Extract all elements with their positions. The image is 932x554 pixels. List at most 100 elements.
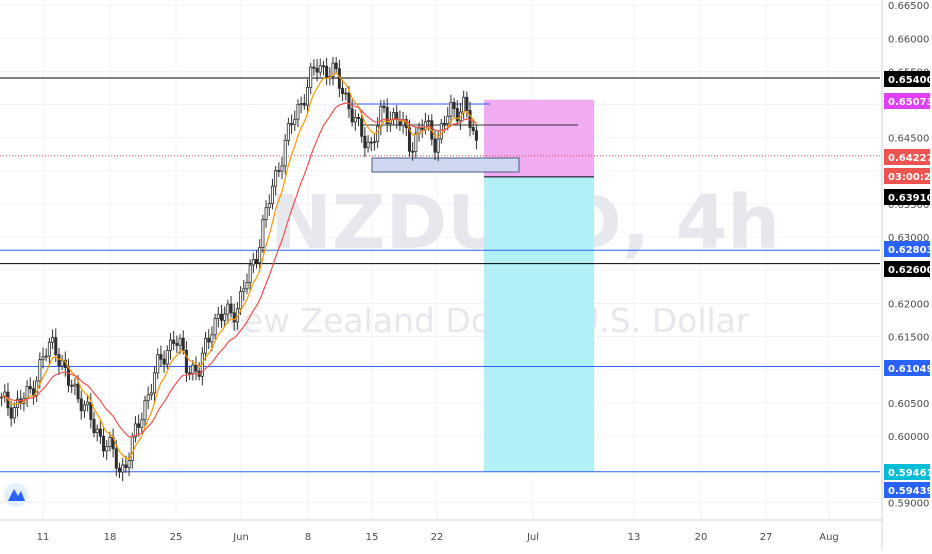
candle-body	[242, 288, 246, 293]
candle-body	[70, 384, 74, 387]
x-tick-label: 25	[170, 532, 183, 543]
candle-body	[175, 343, 179, 346]
candle-body	[407, 127, 412, 152]
candle-body	[379, 105, 383, 127]
candle-body	[172, 339, 176, 344]
candle-body	[363, 135, 367, 149]
candles[interactable]	[0, 56, 478, 482]
candle-body	[465, 96, 469, 111]
candle-body	[117, 467, 122, 473]
candle-body	[204, 337, 208, 354]
candle-body	[443, 122, 447, 125]
y-tick-label: 0.60000	[888, 432, 929, 443]
candle-body	[423, 121, 427, 130]
candle-body	[270, 185, 274, 205]
candle-body	[290, 123, 294, 126]
candle-body	[188, 372, 192, 375]
y-tick-label: 0.64500	[888, 134, 929, 145]
candle-body	[312, 66, 316, 69]
candle-body	[414, 133, 418, 152]
candle-body	[133, 423, 137, 438]
candle-body	[102, 435, 106, 452]
candle-body	[369, 141, 373, 144]
price-tag	[884, 71, 930, 87]
candle-body	[73, 383, 77, 387]
price-tag-label: 03:00:22	[888, 172, 932, 183]
candle-body	[82, 404, 86, 412]
position-zones[interactable]	[484, 99, 594, 472]
y-tick-label: 0.66500	[888, 1, 929, 12]
candle-body	[57, 354, 61, 367]
candle-body	[255, 259, 259, 264]
candle-body	[474, 130, 478, 141]
candle-body	[376, 125, 380, 143]
ema-slow-line	[1, 102, 477, 438]
candle-body	[159, 354, 163, 360]
candle-body	[258, 247, 262, 264]
candle-body	[47, 341, 51, 357]
candle-body	[302, 103, 306, 106]
y-tick-label: 0.59000	[888, 498, 929, 509]
range-box	[371, 157, 520, 173]
candle-body	[184, 349, 188, 374]
candle-body	[318, 65, 322, 73]
candle-body	[299, 103, 303, 106]
price-tag	[884, 189, 930, 205]
candle-body	[283, 140, 287, 167]
candle-body	[293, 118, 297, 126]
candle-body	[38, 359, 42, 382]
candle-body	[44, 355, 48, 358]
price-tag-label: 0.65073	[888, 97, 932, 108]
candle-body	[274, 170, 278, 187]
candle-body	[411, 150, 415, 153]
candle-body	[309, 66, 313, 88]
watermark-description: New Zealand Dollar / U.S. Dollar	[218, 301, 750, 340]
candle-body	[226, 303, 230, 315]
x-tick-label: 15	[366, 532, 379, 543]
x-tick-label: 27	[760, 532, 773, 543]
candle-body	[140, 419, 144, 428]
candle-body	[219, 313, 223, 321]
candle-body	[124, 464, 128, 468]
candle-body	[277, 170, 281, 172]
grid	[0, 0, 880, 520]
candle-body	[168, 339, 173, 351]
candle-body	[105, 446, 109, 452]
candle-body	[392, 112, 396, 121]
price-tag-label: 0.59461	[888, 468, 932, 479]
candle-body	[66, 367, 71, 386]
candle-body	[439, 122, 443, 140]
candle-body	[280, 165, 284, 172]
candle-body	[420, 127, 424, 130]
candle-body	[210, 334, 214, 343]
candle-body	[385, 107, 389, 125]
candle-body	[232, 312, 236, 323]
candle-body	[468, 110, 472, 128]
candle-body	[341, 87, 345, 94]
price-tag	[884, 149, 930, 165]
x-tick-label: 11	[37, 532, 50, 543]
candle-body	[267, 203, 271, 209]
candle-body	[251, 259, 255, 266]
candle-body	[162, 358, 166, 365]
x-tick-label: 20	[695, 532, 708, 543]
candle-body	[321, 65, 325, 68]
candle-body	[366, 141, 370, 149]
candle-body	[86, 401, 90, 406]
candle-body	[156, 354, 160, 374]
tradingview-logo-icon[interactable]	[4, 483, 28, 507]
candle-body	[143, 400, 147, 421]
moving-averages	[1, 72, 477, 460]
price-tag	[884, 241, 930, 257]
candle-body	[261, 219, 265, 248]
price-tag-label: 0.62803	[888, 245, 932, 256]
candle-body	[89, 401, 93, 420]
price-tag-label: 0.65400	[888, 75, 932, 86]
candle-body	[245, 282, 249, 290]
candle-body	[229, 303, 233, 314]
candle-body	[137, 423, 141, 428]
candle-body	[446, 115, 450, 124]
price-tag	[884, 482, 930, 498]
